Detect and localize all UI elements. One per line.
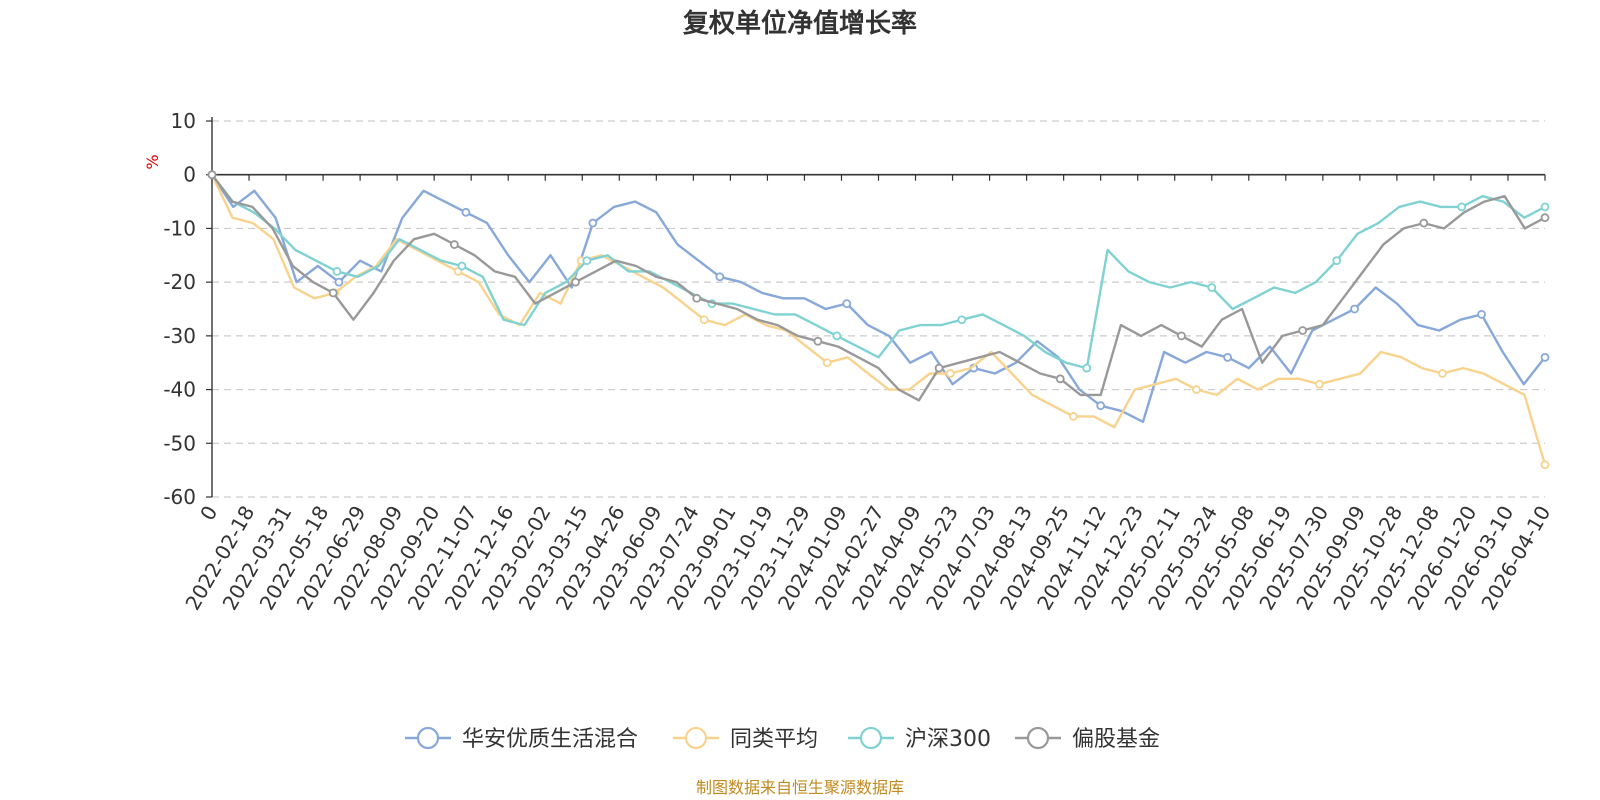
data-point [449, 240, 459, 249]
y-tick-label: -60 [163, 485, 196, 509]
legend-swatch-marker[interactable] [1026, 726, 1050, 750]
y-tick-label: 0 [183, 163, 196, 187]
legend[interactable]: 华安优质生活混合 同类平均 沪深300 偏股基金 [405, 726, 1160, 752]
data-point [571, 277, 580, 287]
series-line [210, 174, 1547, 466]
data-point [1457, 202, 1467, 212]
data-point [1540, 460, 1550, 470]
data-point [461, 207, 471, 217]
legend-swatch-marker[interactable] [416, 726, 440, 750]
data-point [1477, 309, 1486, 319]
data-point [822, 358, 832, 368]
legend-label[interactable]: 偏股基金 [1072, 727, 1160, 752]
series-line [210, 174, 1546, 423]
data-point [588, 218, 598, 228]
data-point [328, 288, 338, 298]
y-tick-label: 10 [171, 109, 196, 133]
data-point [1350, 304, 1359, 314]
legend-label[interactable]: 华安优质生活混合 [462, 727, 638, 752]
grid [212, 120, 1545, 498]
y-tick-label: -30 [163, 324, 196, 348]
y-tick-label: -20 [163, 270, 196, 294]
data-point [699, 315, 709, 325]
data-point [813, 336, 823, 346]
data-point [457, 261, 467, 271]
source-note: 制图数据来自恒生聚源数据库 [696, 778, 904, 797]
data-point [1332, 256, 1342, 266]
x-tick-label: 0 [195, 502, 222, 525]
data-point [842, 299, 852, 309]
axes: 100-10-20-30-40-50-6002022-02-182022-03-… [163, 109, 1555, 614]
legend-label[interactable]: 沪深300 [905, 727, 991, 752]
data-point [1207, 283, 1217, 292]
data-point [332, 266, 342, 276]
data-point [1540, 202, 1550, 212]
data-point [1540, 213, 1550, 223]
data-point [934, 363, 944, 373]
data-point [1177, 331, 1186, 341]
chart-title: 复权单位净值增长率 [683, 8, 917, 39]
data-point [1082, 363, 1092, 373]
data-point [1540, 352, 1550, 362]
y-axis-label: % [143, 154, 162, 169]
data-point [715, 272, 725, 282]
data-point [1068, 412, 1078, 421]
y-tick-label: -50 [163, 431, 196, 455]
y-tick-label: -40 [163, 378, 196, 402]
data-point [1223, 352, 1233, 362]
legend-label[interactable]: 同类平均 [730, 727, 818, 752]
series-line [211, 173, 1546, 402]
data-point [1438, 369, 1447, 378]
series-lines [207, 170, 1550, 470]
data-point [957, 315, 967, 325]
data-point [1055, 374, 1065, 384]
data-point [832, 331, 842, 341]
data-point [1096, 401, 1106, 411]
data-point [1298, 326, 1308, 335]
data-point [1419, 218, 1429, 228]
legend-swatch-marker[interactable] [859, 726, 883, 750]
data-point [582, 256, 592, 266]
series-line [211, 173, 1546, 370]
y-tick-label: -10 [163, 216, 196, 240]
legend-swatch-marker[interactable] [684, 726, 708, 750]
data-point [1191, 385, 1201, 394]
data-point [945, 369, 955, 378]
data-point [1315, 379, 1324, 389]
data-point [692, 293, 702, 303]
data-point [334, 277, 344, 287]
data-point [207, 170, 217, 180]
